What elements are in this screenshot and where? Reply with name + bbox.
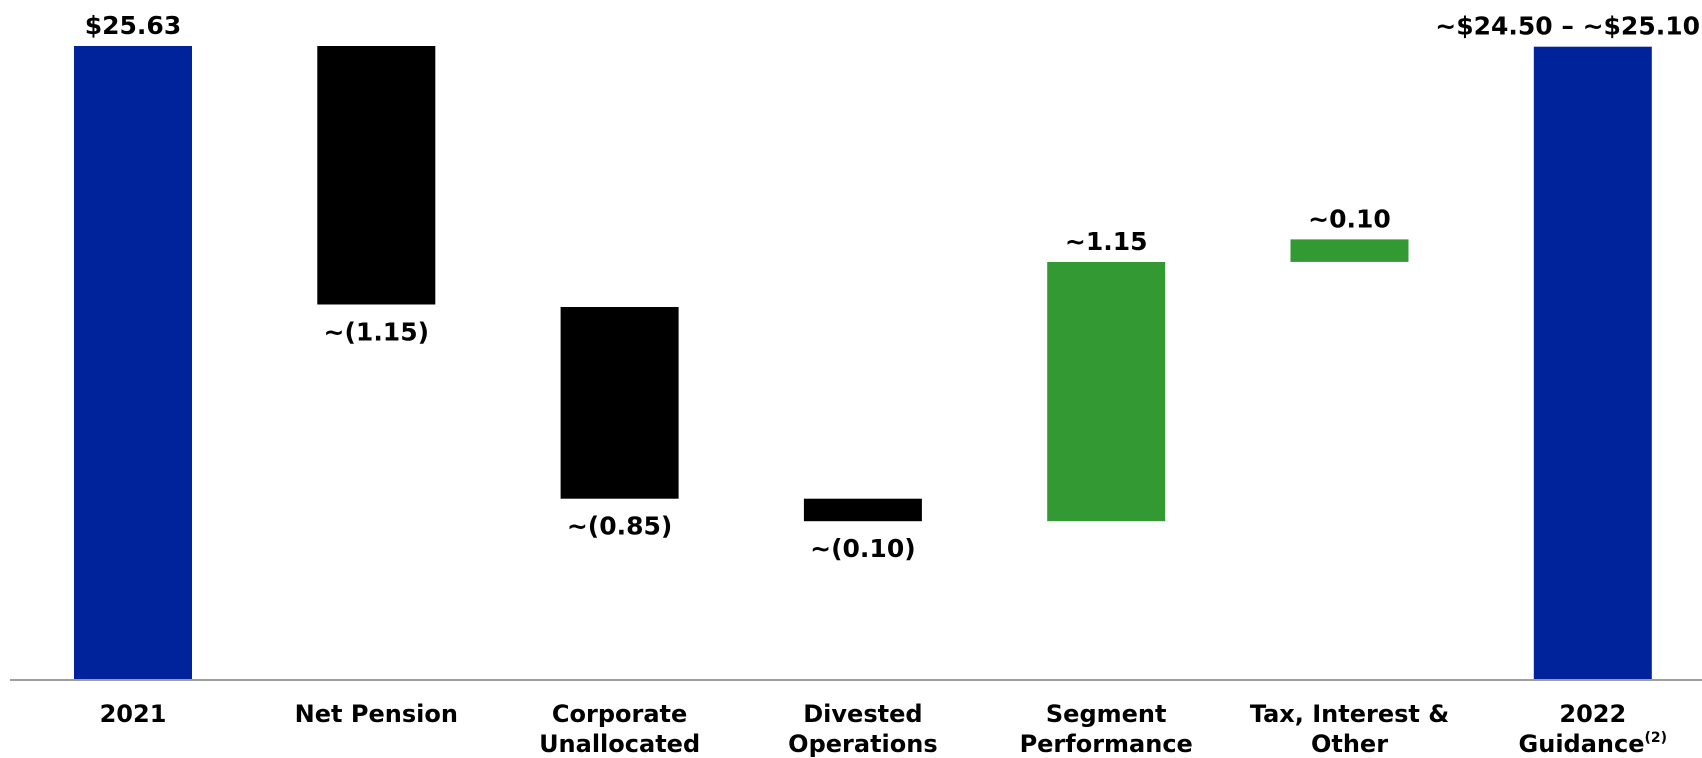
category-label: Segment Performance <box>1020 700 1193 758</box>
bar-value-label: ~(1.15) <box>324 318 429 347</box>
value-labels: $25.63 ~(1.15) ~(0.85) ~(0.10) ~1.15 ~0.10 ~$2… <box>85 11 1700 563</box>
category-label: Tax, Interest & Other <box>1250 700 1449 758</box>
bar-increase <box>1290 239 1409 262</box>
bars-layer <box>74 46 1652 680</box>
bar-decrease <box>560 307 679 499</box>
category-label: 2021 <box>100 700 167 728</box>
bar-value-label: $25.63 <box>85 11 181 40</box>
bar-value-label: ~1.15 <box>1065 227 1148 256</box>
category-label: Net Pension <box>295 700 458 728</box>
bar-value-label: ~$24.50 – ~$25.10 <box>1435 12 1700 41</box>
category-labels: 2021 Net Pension Corporate Unallocated Dives… <box>100 700 1667 758</box>
bar-total <box>74 46 192 680</box>
bar-decrease <box>317 46 436 305</box>
category-label: Divested Operations <box>788 700 937 758</box>
bar-value-label: ~(0.10) <box>810 534 915 563</box>
bar-increase <box>1047 262 1166 522</box>
bar-total <box>1533 46 1652 680</box>
category-label: Corporate Unallocated <box>539 700 700 758</box>
bar-value-label: ~0.10 <box>1308 204 1391 233</box>
bar-decrease <box>803 498 922 522</box>
bar-value-label: ~(0.85) <box>567 512 672 541</box>
category-label: 2022 Guidance(2) <box>1519 700 1668 758</box>
